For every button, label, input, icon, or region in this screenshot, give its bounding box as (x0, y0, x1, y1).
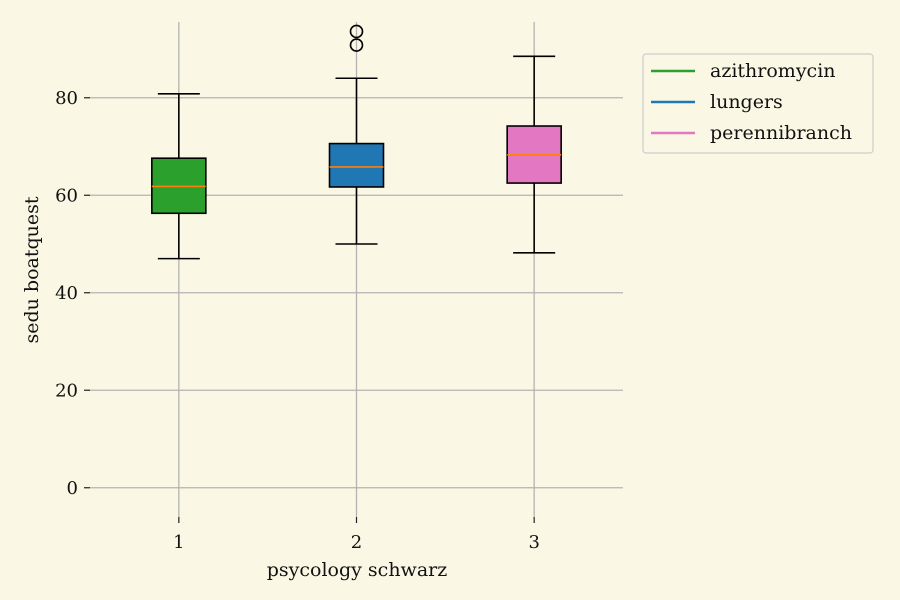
outlier-point (349, 38, 364, 52)
box-plot-area (151, 24, 562, 260)
x-tick-label: 3 (528, 532, 539, 553)
legend-box (642, 53, 874, 154)
axes: 0 20 40 60 80 1 2 3 (55, 88, 540, 553)
legend: azithromycin lungers perennibranch (642, 53, 874, 154)
x-tick-label: 1 (173, 532, 184, 553)
legend-label: lungers (710, 91, 783, 113)
y-axis-label: sedu boatquest (21, 196, 43, 343)
box-body (328, 142, 385, 188)
legend-label: azithromycin (710, 60, 836, 82)
box-lungers (328, 24, 385, 245)
y-tick-label: 0 (67, 478, 78, 499)
y-tick-label: 40 (55, 283, 78, 304)
outlier-point (349, 24, 364, 39)
y-tick-label: 80 (55, 88, 78, 109)
x-axis-label: psycology schwarz (267, 559, 448, 581)
x-tick-label: 2 (351, 532, 362, 553)
y-tick-label: 20 (55, 380, 78, 401)
box-azithromycin (151, 93, 207, 260)
legend-label: perennibranch (710, 122, 852, 144)
box-perennibranch (506, 55, 562, 254)
y-tick-label: 60 (55, 185, 78, 206)
